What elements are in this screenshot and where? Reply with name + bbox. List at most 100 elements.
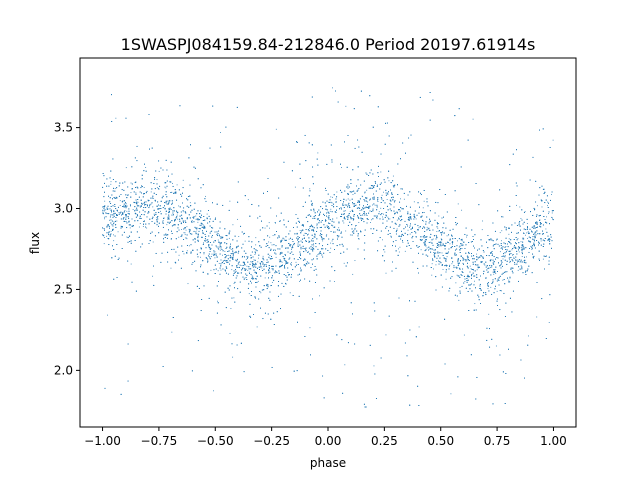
data-point (156, 219, 157, 220)
data-point (260, 264, 262, 266)
data-point (310, 239, 312, 241)
data-point (328, 217, 330, 219)
data-point (520, 218, 522, 220)
data-point (263, 259, 265, 261)
data-point (451, 263, 453, 265)
data-point (459, 287, 461, 288)
data-point (511, 249, 513, 251)
data-point (142, 225, 144, 227)
data-point (446, 256, 448, 258)
data-point (501, 230, 503, 232)
data-point (495, 345, 497, 347)
data-point (422, 220, 424, 222)
data-point (516, 204, 517, 206)
data-point (376, 218, 378, 220)
data-point (472, 118, 474, 120)
data-point (124, 210, 126, 211)
data-point (373, 365, 375, 367)
data-point (505, 246, 507, 247)
data-point (184, 234, 186, 236)
data-point (454, 253, 456, 255)
data-point (523, 246, 525, 248)
data-point (382, 216, 384, 218)
data-point (540, 240, 542, 242)
data-point (545, 228, 547, 230)
data-point (358, 201, 360, 203)
data-point (490, 266, 492, 268)
data-point (530, 247, 532, 248)
data-point (283, 238, 285, 240)
data-point (328, 212, 330, 214)
data-point (297, 220, 299, 222)
data-point (384, 251, 386, 253)
data-point (456, 274, 458, 276)
data-point (132, 209, 134, 210)
data-point (104, 216, 105, 218)
data-point (548, 322, 550, 323)
data-point (176, 214, 178, 216)
data-point (399, 246, 401, 248)
data-point (174, 218, 176, 220)
data-point (385, 334, 387, 336)
data-point (110, 230, 112, 232)
data-point (204, 226, 206, 228)
data-point (299, 280, 300, 282)
data-point (256, 326, 258, 328)
data-point (113, 212, 115, 214)
data-point (248, 293, 250, 295)
data-point (119, 200, 121, 202)
data-point (317, 152, 319, 154)
data-point (187, 283, 189, 285)
data-point (165, 187, 167, 189)
data-point (344, 210, 346, 212)
data-point (308, 251, 309, 253)
data-point (207, 239, 209, 240)
data-point (185, 229, 187, 231)
data-point (246, 255, 248, 257)
data-point (137, 201, 139, 203)
data-point (225, 255, 227, 257)
data-point (211, 230, 213, 232)
data-point (329, 210, 331, 212)
data-point (335, 201, 337, 203)
data-point (524, 211, 526, 213)
data-point (319, 213, 321, 215)
data-point (440, 238, 442, 240)
data-point (178, 254, 180, 256)
data-point (270, 285, 272, 287)
data-point (152, 206, 154, 208)
data-point (274, 249, 276, 251)
data-point (129, 227, 131, 229)
data-point (490, 286, 492, 288)
data-point (371, 219, 372, 221)
data-point (257, 261, 259, 263)
data-point (506, 271, 508, 273)
data-point (338, 230, 340, 232)
data-point (477, 266, 479, 268)
data-point (499, 232, 501, 234)
data-point (117, 231, 119, 233)
data-point (541, 206, 543, 208)
data-point (153, 213, 155, 215)
data-point (508, 238, 510, 240)
data-point (206, 213, 208, 215)
data-point (539, 219, 541, 221)
data-point (147, 199, 149, 201)
data-point (343, 262, 345, 264)
data-point (509, 259, 510, 261)
data-point (461, 240, 463, 242)
data-point (110, 181, 112, 183)
data-point (214, 257, 216, 259)
data-point (521, 256, 523, 257)
data-point (355, 225, 356, 227)
data-point (502, 279, 504, 281)
data-point (166, 224, 168, 226)
data-point (233, 282, 235, 284)
data-point (457, 240, 458, 242)
data-point (386, 199, 388, 200)
data-point (239, 264, 241, 266)
data-point (392, 185, 394, 187)
data-point (526, 232, 528, 234)
data-point (530, 241, 532, 242)
